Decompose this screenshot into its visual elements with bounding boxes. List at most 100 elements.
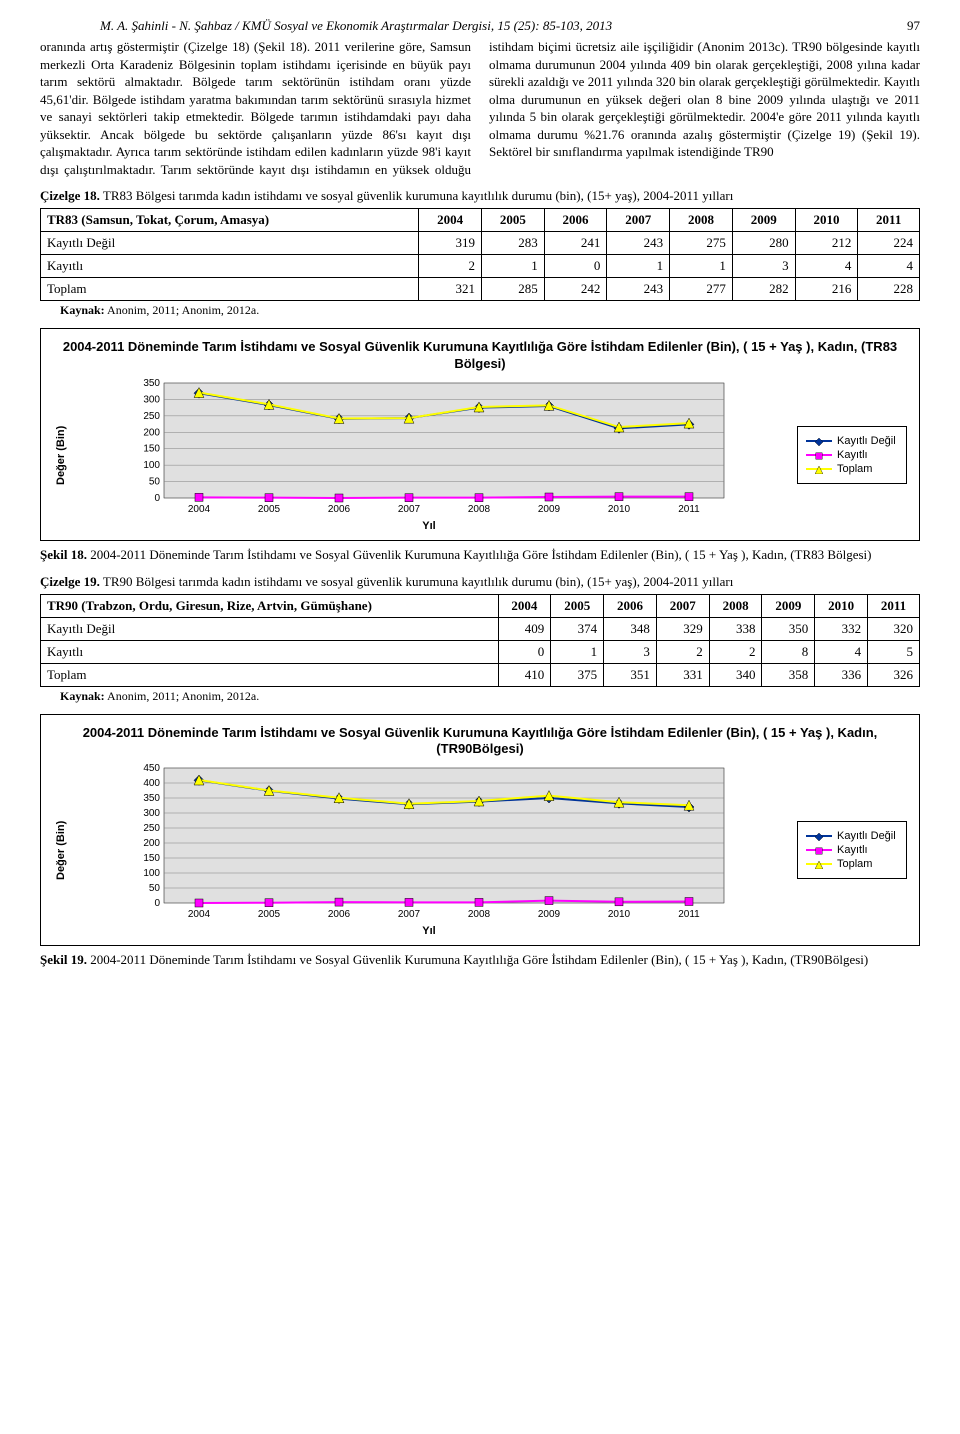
svg-text:300: 300: [143, 394, 160, 405]
cell-value: 242: [544, 278, 607, 301]
row-label: Kayıtlı: [41, 255, 419, 278]
legend-marker-icon: [815, 437, 823, 445]
svg-text:50: 50: [149, 476, 161, 487]
legend-marker-icon: [815, 832, 823, 840]
cell-value: 331: [656, 663, 709, 686]
legend-marker-icon: [815, 465, 823, 473]
table-header-year: 2004: [498, 594, 551, 617]
table-header-year: 2004: [419, 209, 482, 232]
cell-value: 332: [815, 617, 868, 640]
cell-value: 410: [498, 663, 551, 686]
svg-text:2004: 2004: [188, 909, 211, 920]
chart19-xlabel: Yıl: [69, 925, 789, 937]
table-row: Kayıtlı01322845: [41, 640, 920, 663]
cell-value: 228: [858, 278, 920, 301]
legend-marker-icon: [815, 451, 823, 459]
legend-item: Kayıtlı: [806, 449, 898, 461]
legend-label: Kayıtlı Değil: [837, 435, 896, 447]
cell-value: 4: [795, 255, 858, 278]
cell-value: 0: [544, 255, 607, 278]
table19-caption-bold: Çizelge 19.: [40, 574, 100, 589]
table-header-year: 2009: [762, 594, 815, 617]
svg-text:450: 450: [143, 763, 160, 774]
legend-swatch: [806, 835, 832, 837]
legend-item: Kayıtlı Değil: [806, 830, 898, 842]
cell-value: 348: [604, 617, 657, 640]
svg-text:150: 150: [143, 444, 160, 455]
chart18-xlabel: Yıl: [69, 520, 789, 532]
cell-value: 340: [709, 663, 762, 686]
cell-value: 2: [656, 640, 709, 663]
svg-text:150: 150: [143, 853, 160, 864]
row-label: Kayıtlı Değil: [41, 617, 499, 640]
sekil19-caption-text: 2004-2011 Döneminde Tarım İstihdamı ve S…: [87, 952, 868, 967]
legend-swatch: [806, 440, 832, 442]
cell-value: 319: [419, 232, 482, 255]
table-header-year: 2006: [604, 594, 657, 617]
svg-text:2009: 2009: [538, 909, 561, 920]
svg-text:50: 50: [149, 883, 161, 894]
cell-value: 3: [604, 640, 657, 663]
table-header-year: 2005: [551, 594, 604, 617]
sekil18-caption-text: 2004-2011 Döneminde Tarım İstihdamı ve S…: [87, 547, 872, 562]
chart18-legend: Kayıtlı Değil Kayıtlı Toplam: [797, 426, 907, 484]
legend-label: Toplam: [837, 858, 872, 870]
cell-value: 8: [762, 640, 815, 663]
cell-value: 285: [481, 278, 544, 301]
cell-value: 374: [551, 617, 604, 640]
svg-text:100: 100: [143, 460, 160, 471]
sekil19-caption: Şekil 19. 2004-2011 Döneminde Tarım İsti…: [40, 952, 920, 969]
table18-source: Kaynak: Anonim, 2011; Anonim, 2012a.: [60, 303, 920, 318]
cell-value: 4: [815, 640, 868, 663]
svg-text:2007: 2007: [398, 504, 421, 515]
legend-label: Toplam: [837, 463, 872, 475]
cell-value: 326: [868, 663, 920, 686]
cell-value: 277: [670, 278, 733, 301]
cell-value: 338: [709, 617, 762, 640]
table-header-year: 2008: [709, 594, 762, 617]
cell-value: 320: [868, 617, 920, 640]
svg-text:2009: 2009: [538, 504, 561, 515]
row-label: Kayıtlı Değil: [41, 232, 419, 255]
row-label: Kayıtlı: [41, 640, 499, 663]
cell-value: 216: [795, 278, 858, 301]
legend-swatch: [806, 468, 832, 470]
svg-text:2008: 2008: [468, 909, 491, 920]
table-header-year: 2009: [732, 209, 795, 232]
svg-text:250: 250: [143, 823, 160, 834]
svg-text:400: 400: [143, 778, 160, 789]
chart19-title: 2004-2011 Döneminde Tarım İstihdamı ve S…: [53, 725, 907, 758]
cell-value: 4: [858, 255, 920, 278]
cell-value: 243: [607, 232, 670, 255]
table-row: Kayıtlı21011344: [41, 255, 920, 278]
sekil18-caption-bold: Şekil 18.: [40, 547, 87, 562]
svg-text:350: 350: [143, 378, 160, 389]
table19-caption-text: TR90 Bölgesi tarımda kadın istihdamı ve …: [100, 574, 733, 589]
cell-value: 2: [419, 255, 482, 278]
cell-value: 224: [858, 232, 920, 255]
table-header-row: TR90 (Trabzon, Ordu, Giresun, Rize, Artv…: [41, 594, 920, 617]
cell-value: 1: [481, 255, 544, 278]
svg-text:2006: 2006: [328, 504, 351, 515]
cell-value: 243: [607, 278, 670, 301]
legend-swatch: [806, 863, 832, 865]
legend-item: Kayıtlı: [806, 844, 898, 856]
chart18-title: 2004-2011 Döneminde Tarım İstihdamı ve S…: [53, 339, 907, 372]
cell-value: 241: [544, 232, 607, 255]
legend-swatch: [806, 454, 832, 456]
table-header-year: 2005: [481, 209, 544, 232]
legend-label: Kayıtlı Değil: [837, 830, 896, 842]
cell-value: 283: [481, 232, 544, 255]
svg-text:2007: 2007: [398, 909, 421, 920]
page-number: 97: [907, 18, 920, 34]
legend-label: Kayıtlı: [837, 844, 868, 856]
chart18-ylabel: Değer (Bin): [53, 378, 69, 532]
chart19-plot: 0501001502002503003504004502004200520062…: [69, 763, 789, 923]
chart19-container: 2004-2011 Döneminde Tarım İstihdamı ve S…: [40, 714, 920, 947]
table-header-year: 2007: [607, 209, 670, 232]
svg-text:2006: 2006: [328, 909, 351, 920]
sekil19-caption-bold: Şekil 19.: [40, 952, 87, 967]
table-header-year: 2010: [815, 594, 868, 617]
svg-text:2005: 2005: [258, 504, 281, 515]
svg-text:2008: 2008: [468, 504, 491, 515]
